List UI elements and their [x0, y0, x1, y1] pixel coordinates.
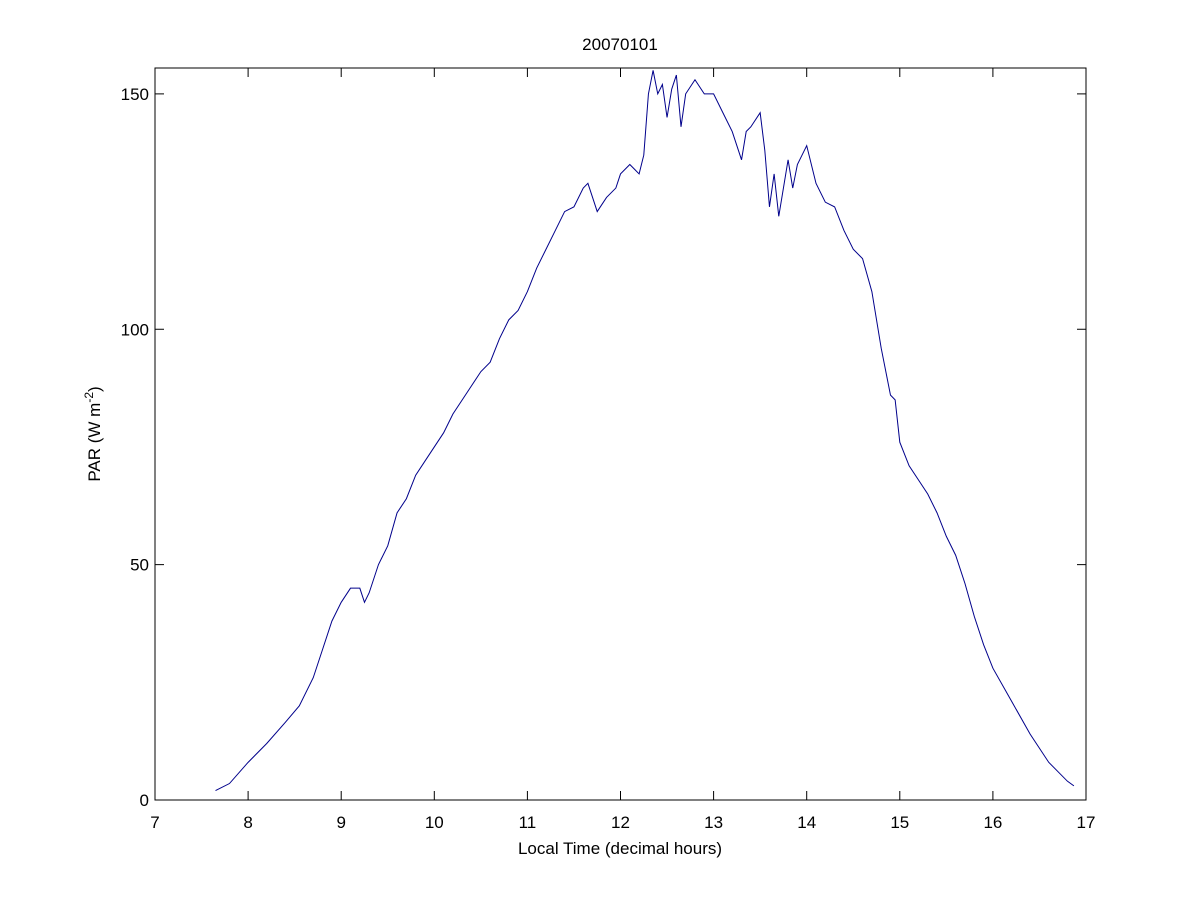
x-axis-label: Local Time (decimal hours): [518, 839, 722, 858]
y-axis-label-text: PAR (W m: [85, 403, 104, 482]
y-axis-label: PAR (W m-2): [82, 386, 104, 481]
x-tick-label: 17: [1077, 813, 1096, 832]
x-tick-label: 9: [336, 813, 345, 832]
y-axis-label-suffix: ): [85, 386, 104, 392]
y-axis-label-superscript: -2: [82, 392, 96, 403]
x-tick-label: 8: [243, 813, 252, 832]
data-line: [215, 70, 1075, 792]
x-tick-label: 16: [983, 813, 1002, 832]
y-tick-label: 0: [140, 791, 149, 810]
x-tick-label: 10: [425, 813, 444, 832]
x-tick-label: 13: [704, 813, 723, 832]
x-tick-label: 12: [611, 813, 630, 832]
y-tick-label: 150: [121, 85, 149, 104]
x-tick-label: 7: [150, 813, 159, 832]
x-tick-label: 14: [797, 813, 816, 832]
chart-title: 20070101: [582, 35, 658, 54]
x-tick-label: 11: [519, 813, 537, 832]
y-tick-label: 100: [121, 320, 149, 339]
x-tick-label: 15: [890, 813, 909, 832]
y-tick-label: 50: [130, 556, 149, 575]
plot-frame: [154, 67, 1087, 801]
